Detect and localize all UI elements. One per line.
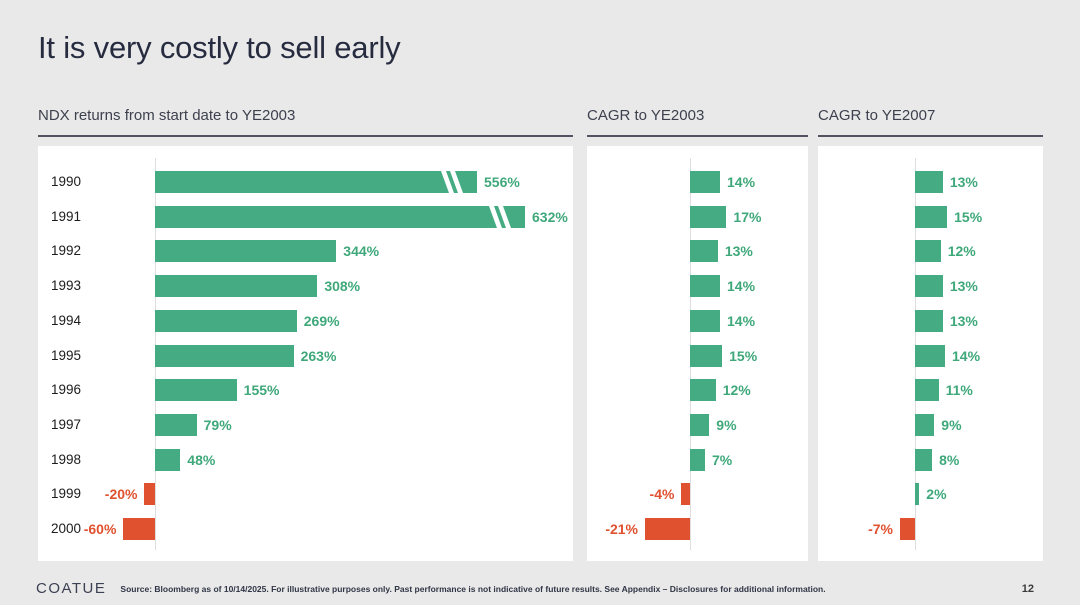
bar-1998 [690,448,705,471]
category-label: 1992 [51,243,82,259]
category-label: 1998 [51,451,82,467]
chart-section-cagr-ye2003: CAGR to YE2003 14% 17% 13% 14% 14% 15% 12% 9% 7%… [587,106,808,561]
chart-panel-cagr-ye2007: 13% 15% 12% 13% 13% 14% 11% 9% 8% 2% -7% [818,146,1043,561]
bar-1992 [690,240,718,263]
header-rule [587,135,808,137]
bar-1994 [915,309,943,332]
value-label: 308% [324,278,361,295]
bar-1999 [915,483,920,506]
header-rule [818,135,1043,137]
source-disclaimer-text: Source: Bloomberg as of 10/14/2025. For … [120,583,826,594]
value-label: 13% [949,174,978,190]
value-label: 15% [729,347,758,364]
bar-1999 [681,483,690,506]
value-label: 14% [952,347,981,364]
value-label: 48% [187,451,216,468]
value-label: 8% [939,451,960,468]
value-label: -7% [868,521,893,538]
bar-1994 [690,309,720,332]
bar-1992 [915,240,941,263]
footer: COATUE Source: Bloomberg as of 10/14/202… [0,572,1080,605]
chart-section-ndx-returns: NDX returns from start date to YE2003 19… [38,106,573,561]
value-label: 11% [945,382,973,399]
bar-1991 [155,205,525,228]
bar-1998 [915,448,933,471]
bar-1997 [155,414,197,437]
value-label: -60% [83,521,117,538]
category-label: 1991 [51,208,82,224]
category-label: 1993 [51,278,82,294]
bar-1995 [915,344,945,367]
value-label: 632% [532,208,568,225]
value-label: 13% [949,312,978,329]
value-label: 344% [343,243,380,260]
chart-title-ndx-returns: NDX returns from start date to YE2003 [38,107,296,124]
value-label: 155% [243,382,280,399]
value-label: 263% [300,347,337,364]
value-label: 9% [716,417,737,434]
bar-1991 [690,205,727,228]
category-label: 1996 [51,382,82,398]
category-label: 1990 [51,174,82,189]
bar-1995 [690,344,723,367]
bar-1995 [155,344,294,367]
value-label: -21% [605,521,638,538]
bar-1993 [690,275,720,298]
bar-1993 [155,275,318,298]
bar-1994 [155,309,297,332]
value-label: 12% [947,243,976,260]
category-label: 1997 [51,417,82,433]
bar-1996 [915,379,939,402]
bar-1998 [155,448,181,471]
bar-1991 [915,205,948,228]
category-label: 1999 [51,486,82,502]
page-title: It is very costly to sell early [38,30,401,65]
value-label: -20% [104,486,138,503]
header-rule [38,135,573,137]
bar-2000 [899,518,915,541]
chart-panel-ndx-returns: 1990 556% 1991 632% 1992 344% 1993 308% 1994 269%… [38,146,573,561]
value-label: 2% [926,486,947,503]
bar-1993 [915,275,943,298]
bar-1990 [690,171,720,193]
bar-1996 [155,379,237,402]
bar-1992 [155,240,337,263]
value-label: 13% [949,278,978,295]
coatue-logo: COATUE [36,580,107,597]
value-label: 17% [733,208,762,225]
bar-1997 [690,414,710,437]
chart-title-cagr-ye2003: CAGR to YE2003 [587,107,705,124]
value-label: 14% [727,278,756,295]
value-label: 7% [712,451,733,468]
value-label: 79% [203,417,232,434]
chart-title-cagr-ye2007: CAGR to YE2007 [818,107,936,124]
bar-1997 [915,414,935,437]
bar-2000 [123,518,155,541]
value-label: 14% [727,174,756,190]
value-label: 14% [727,312,756,329]
bar-1990 [915,171,943,193]
value-label: 15% [954,208,983,225]
bar-2000 [644,518,690,541]
value-label: 9% [941,417,962,434]
chart-panel-cagr-ye2003: 14% 17% 13% 14% 14% 15% 12% 9% 7% -4% -21% [587,146,808,561]
value-label: 12% [722,382,751,399]
bar-1990 [155,171,477,193]
value-label: -4% [649,486,675,503]
page-number: 12 [1021,582,1034,595]
bar-1996 [690,379,716,402]
category-label: 1995 [51,347,82,363]
value-label: 269% [303,312,340,329]
value-label: 556% [484,174,520,190]
category-label: 2000 [51,521,82,537]
category-label: 1994 [51,312,82,328]
bar-1999 [144,483,155,506]
chart-section-cagr-ye2007: CAGR to YE2007 13% 15% 12% 13% 13% 14% 11% 9% 8%… [818,106,1043,561]
value-label: 13% [724,243,753,260]
